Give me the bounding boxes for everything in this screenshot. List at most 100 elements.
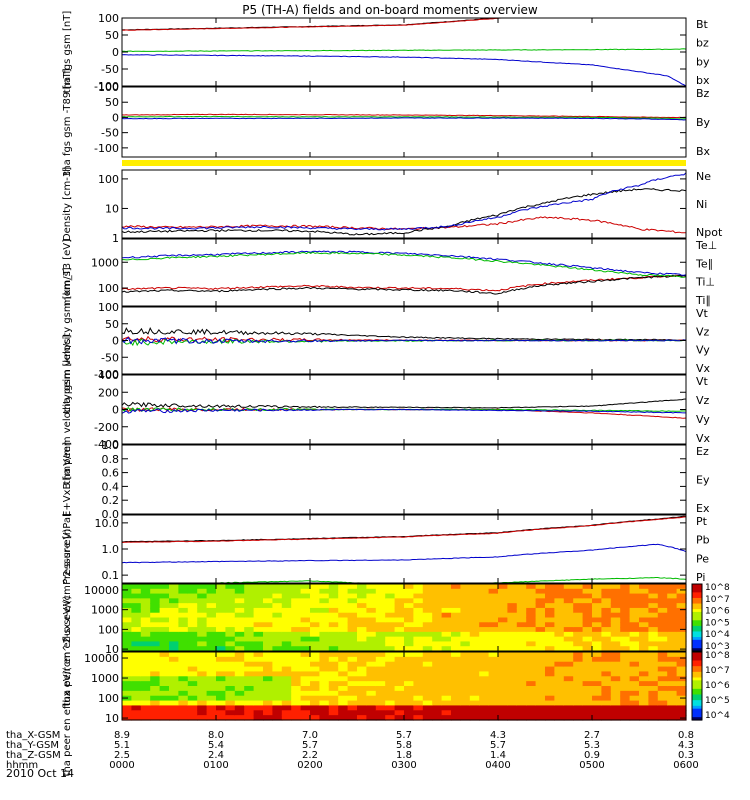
- spectrogram-cell: [338, 593, 349, 599]
- spectrogram-cell: [281, 686, 292, 692]
- legend-entry-Ne: Ne: [696, 170, 711, 183]
- spectrogram-cell: [648, 607, 659, 614]
- spectrogram-cell: [197, 607, 208, 614]
- colorbar-step: [692, 634, 702, 638]
- spectrogram-cell: [319, 617, 330, 623]
- legend-entry-Pe: Pe: [696, 552, 709, 565]
- spectrogram-cell: [648, 705, 659, 711]
- spectrogram-cell: [281, 584, 292, 590]
- spectrogram-cell: [648, 588, 659, 595]
- spectrogram-cell: [432, 661, 443, 668]
- spectrogram-cell: [347, 612, 358, 619]
- spectrogram-cell: [620, 607, 631, 614]
- spectrogram-cell: [657, 652, 668, 658]
- spectrogram-cell: [140, 686, 151, 692]
- spectrogram-cell: [169, 598, 179, 604]
- spectrogram-cell: [234, 690, 245, 697]
- spectrogram-cell: [319, 661, 330, 668]
- spectrogram-cell: [479, 705, 490, 711]
- colorbar-step: [692, 697, 702, 701]
- spectrogram-cell: [639, 652, 649, 658]
- spectrogram-cell: [347, 607, 358, 614]
- spectrogram-cell: [413, 603, 424, 609]
- spectrogram-cell: [554, 631, 565, 638]
- y-axis-label: tha fgs gsm -T89 [nT]: [62, 68, 73, 175]
- spectrogram-cell: [488, 603, 499, 609]
- spectrogram-cell: [394, 588, 405, 595]
- spectrogram-cell: [413, 710, 424, 716]
- spectrogram-cell: [535, 617, 546, 623]
- spectrogram-cell: [263, 661, 273, 668]
- spectrogram-cell: [328, 598, 339, 604]
- spectrogram-cell: [140, 636, 151, 643]
- spectrogram-cell: [460, 686, 471, 692]
- spectrogram-cell: [357, 671, 367, 677]
- spectrogram-cell: [244, 641, 255, 647]
- spectrogram-cell: [159, 617, 170, 623]
- spectrogram-cell: [573, 588, 584, 595]
- spectrogram-cell: [667, 695, 678, 702]
- legend-entry-Ey: Ey: [696, 474, 710, 487]
- spectrogram-cell: [629, 710, 640, 716]
- spectrogram-cell: [526, 695, 537, 702]
- spectrogram-cell: [357, 700, 367, 707]
- spectrogram-cell: [178, 686, 189, 692]
- spectrogram-cell: [629, 666, 640, 673]
- spectrogram-cell: [422, 652, 433, 658]
- spectrogram-cell: [385, 666, 396, 673]
- spectrogram-cell: [347, 666, 358, 673]
- spectrogram-cell: [347, 646, 358, 652]
- spectrogram-cell: [432, 666, 443, 673]
- spectrogram-cell: [366, 588, 377, 595]
- spectrogram-cell: [441, 700, 452, 707]
- spectrogram-cell: [310, 666, 320, 673]
- spectrogram-cell: [291, 652, 302, 658]
- spectrogram-cell: [441, 617, 452, 623]
- spectrogram-cell: [488, 676, 499, 682]
- spectrogram-cell: [385, 607, 396, 614]
- spectrogram-cell: [347, 584, 358, 590]
- spectrogram-cell: [169, 690, 179, 697]
- spectrogram-cell: [150, 695, 161, 702]
- spectrogram-cell: [469, 641, 480, 647]
- spectrogram-cell: [432, 593, 443, 599]
- spectrogram-cell: [187, 617, 198, 623]
- spectrogram-cell: [657, 631, 668, 638]
- spectrogram-cell: [479, 695, 490, 702]
- spectrogram-cell: [169, 652, 179, 658]
- spectrogram-cell: [169, 681, 179, 687]
- spectrogram-cell: [216, 636, 226, 643]
- spectrogram-cell: [357, 636, 367, 643]
- spectrogram-cell: [122, 700, 132, 707]
- spectrogram-cell: [272, 686, 283, 692]
- spectrogram-cell: [563, 686, 574, 692]
- spectrogram-cell: [460, 622, 471, 628]
- spectrogram-cell: [592, 690, 602, 697]
- legend-entry-Ti⊥: Ti⊥: [695, 276, 715, 289]
- spectrogram-cell: [592, 631, 602, 638]
- spectrogram-cell: [310, 690, 320, 697]
- legend-entry-bz: bz: [696, 37, 709, 50]
- spectrogram-cell: [451, 700, 461, 707]
- spectrogram-cell: [225, 700, 236, 707]
- spectrogram-cell: [648, 710, 659, 716]
- spectrogram-cell: [629, 636, 640, 643]
- spectrogram-cell: [310, 631, 320, 638]
- spectrogram-cell: [610, 631, 621, 638]
- spectrogram-cell: [601, 588, 612, 595]
- colorbar-step: [692, 680, 702, 684]
- spectrogram-cell: [404, 588, 414, 595]
- spectrogram-cell: [601, 652, 612, 658]
- spectrogram-cell: [263, 622, 273, 628]
- spectrogram-cell: [366, 641, 377, 647]
- legend-entry-Vz: Vz: [696, 325, 710, 338]
- spectrogram-cell: [263, 631, 273, 638]
- spectrogram-cell: [394, 631, 405, 638]
- spectrogram-cell: [488, 593, 499, 599]
- spectrogram-cell: [366, 681, 377, 687]
- y-axis-label: tha peer en eflux eV/(cm^2-s-sr-eV): [62, 595, 73, 776]
- spectrogram-cell: [366, 593, 377, 599]
- spectrogram-cell: [516, 700, 527, 707]
- colorbar-step: [692, 705, 702, 710]
- spectrogram-cell: [338, 700, 349, 707]
